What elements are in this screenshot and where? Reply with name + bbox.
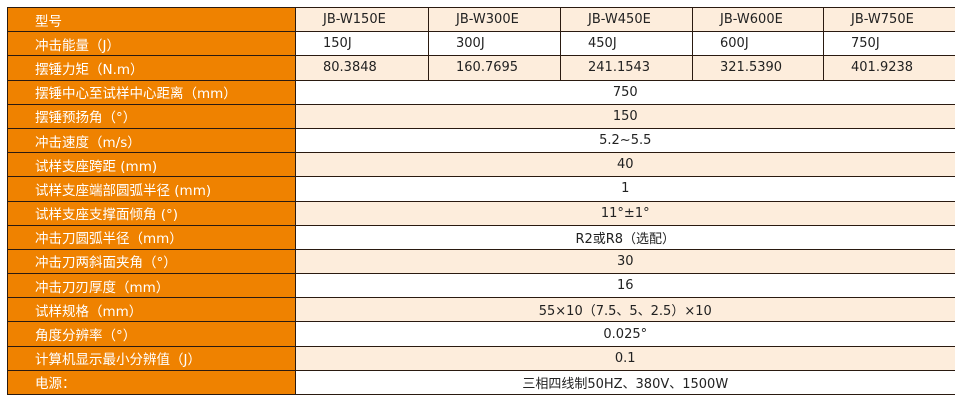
spec-row: 冲击刀刃厚度（mm） 16 <box>7 273 955 299</box>
spec-row: 冲击刀两斜面夹角（°） 30 <box>7 248 955 275</box>
row-value: 5.2~5.5 <box>295 127 955 154</box>
row-value: 30 <box>295 248 955 275</box>
row-label: 摆锤中心至试样中心距离（mm） <box>7 79 296 105</box>
torque-cell: 160.7695 <box>428 55 561 81</box>
model-cell: JB-W750E <box>823 6 955 33</box>
torque-cell: 241.1543 <box>560 55 693 81</box>
row-label: 试样支座端部圆弧半径 (mm) <box>7 176 296 202</box>
model-cell: JB-W600E <box>692 6 824 33</box>
row-label: 计算机显示最小分辨值（J） <box>7 345 296 371</box>
row-value: 16 <box>295 273 955 299</box>
model-cell: JB-W150E <box>295 6 429 33</box>
spec-row: 试样支座支撑面倾角 (°) 11°±1° <box>7 200 955 226</box>
spec-row: 试样支座端部圆弧半径 (mm) 1 <box>7 176 955 202</box>
row-label: 冲击速度（m/s） <box>7 127 296 154</box>
spec-row: 摆锤预扬角（°） 150 <box>7 103 955 129</box>
torque-cell: 80.3848 <box>295 55 429 81</box>
row-value: 0.1 <box>295 345 955 371</box>
energy-cell: 450J <box>560 31 693 57</box>
row-torque: 摆锤力矩（N.m） 80.3848 160.7695 241.1543 321.… <box>7 55 955 81</box>
row-label: 冲击能量（J） <box>7 31 296 57</box>
torque-cell: 321.5390 <box>692 55 824 81</box>
row-label: 电源： <box>7 369 296 396</box>
spec-row: 电源： 三相四线制50HZ、380V、1500W <box>7 369 955 396</box>
spec-row: 试样规格（mm） 55×10（7.5、5、2.5）×10 <box>7 297 955 323</box>
spec-row: 冲击刀圆弧半径（mm） R2或R8（选配） <box>7 224 955 250</box>
model-cell: JB-W450E <box>560 6 693 33</box>
energy-cell: 300J <box>428 31 561 57</box>
spec-row: 冲击速度（m/s） 5.2~5.5 <box>7 127 955 154</box>
spec-table: 型号 JB-W150E JB-W300E JB-W450E JB-W600E J… <box>7 6 955 396</box>
spec-row: 试样支座跨距 (mm) 40 <box>7 152 955 178</box>
row-model: 型号 JB-W150E JB-W300E JB-W450E JB-W600E J… <box>7 6 955 33</box>
row-label: 型号 <box>7 6 296 33</box>
row-label: 试样支座跨距 (mm) <box>7 152 296 178</box>
row-label: 摆锤预扬角（°） <box>7 103 296 129</box>
row-label: 冲击刀圆弧半径（mm） <box>7 224 296 250</box>
energy-cell: 600J <box>692 31 824 57</box>
energy-cell: 750J <box>823 31 955 57</box>
energy-cell: 150J <box>295 31 429 57</box>
model-cell: JB-W300E <box>428 6 561 33</box>
row-label: 冲击刀刃厚度（mm） <box>7 273 296 299</box>
spec-row: 计算机显示最小分辨值（J） 0.1 <box>7 345 955 371</box>
row-label: 角度分辨率（°） <box>7 321 296 347</box>
row-value: 750 <box>295 79 955 105</box>
row-value: 三相四线制50HZ、380V、1500W <box>295 369 955 396</box>
row-value: 11°±1° <box>295 200 955 226</box>
spec-row: 角度分辨率（°） 0.025° <box>7 321 955 347</box>
row-value: R2或R8（选配） <box>295 224 955 250</box>
spec-row: 摆锤中心至试样中心距离（mm） 750 <box>7 79 955 105</box>
row-energy: 冲击能量（J） 150J 300J 450J 600J 750J <box>7 31 955 57</box>
row-value: 40 <box>295 152 955 178</box>
row-label: 摆锤力矩（N.m） <box>7 55 296 81</box>
row-value: 150 <box>295 103 955 129</box>
torque-cell: 401.9238 <box>823 55 955 81</box>
row-value: 1 <box>295 176 955 202</box>
row-label: 试样规格（mm） <box>7 297 296 323</box>
row-value: 0.025° <box>295 321 955 347</box>
row-value: 55×10（7.5、5、2.5）×10 <box>295 297 955 323</box>
row-label: 试样支座支撑面倾角 (°) <box>7 200 296 226</box>
row-label: 冲击刀两斜面夹角（°） <box>7 248 296 275</box>
